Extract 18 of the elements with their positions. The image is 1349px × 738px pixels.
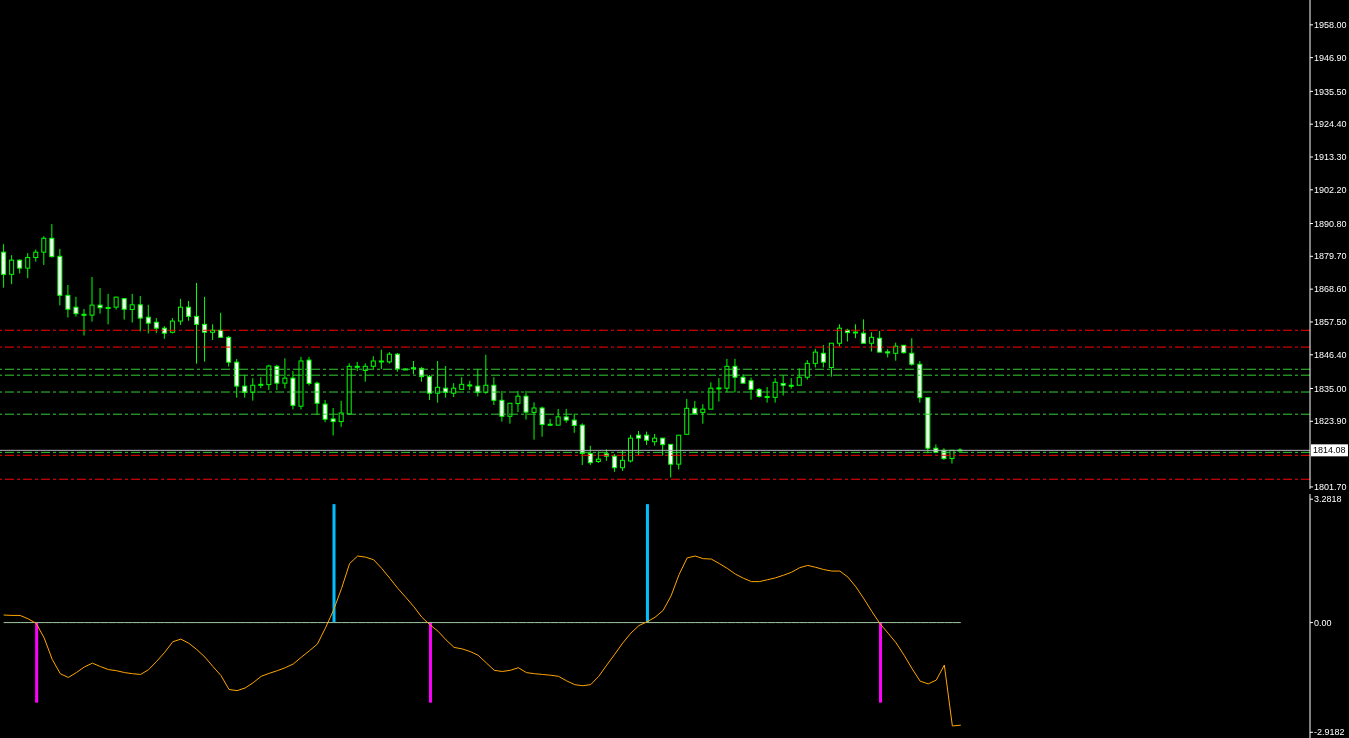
y-tick-label: 1935.50: [1314, 86, 1347, 97]
y-tick-label: 1902.20: [1314, 184, 1347, 195]
y-tick-label: 1879.70: [1314, 251, 1347, 262]
y-tick-label: 1924.40: [1314, 119, 1347, 130]
y-tick-label: 1801.70: [1314, 482, 1347, 493]
ref-line-label: 1814.08: [1313, 445, 1346, 456]
y-tick-label: 3.2818: [1314, 494, 1342, 505]
y-tick-label: 1890.80: [1314, 218, 1347, 229]
y-tick-label: 1958.00: [1314, 19, 1347, 30]
y-tick-label: 1846.40: [1314, 349, 1347, 360]
y-tick-label: -2.9182: [1314, 727, 1345, 738]
y-tick-label: 1913.30: [1314, 152, 1347, 163]
y-tick-label: 1835.00: [1314, 383, 1347, 394]
y-tick-label: 1946.90: [1314, 52, 1347, 63]
y-tick-label: 0.00: [1314, 617, 1332, 628]
y-tick-label: 1868.60: [1314, 284, 1347, 295]
y-tick-label: 1857.50: [1314, 317, 1347, 328]
y-tick-label: 1823.90: [1314, 416, 1347, 427]
